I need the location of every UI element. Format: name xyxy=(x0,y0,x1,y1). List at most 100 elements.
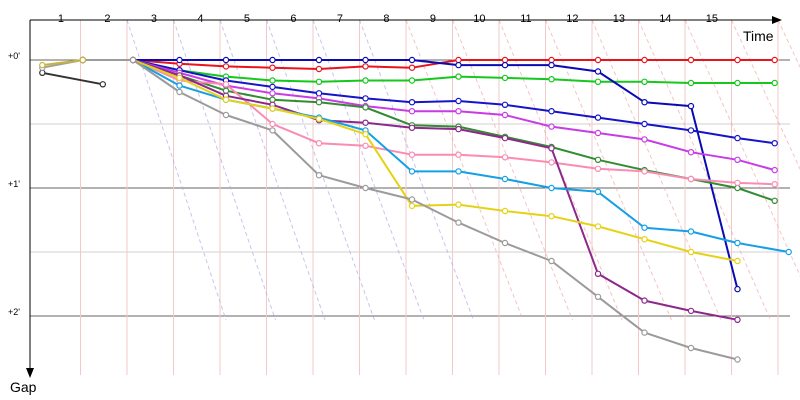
data-point xyxy=(687,307,695,315)
data-point xyxy=(548,75,555,83)
series-line xyxy=(39,56,87,69)
data-point xyxy=(315,56,323,64)
data-point xyxy=(548,184,555,192)
data-point xyxy=(176,74,183,82)
series-path xyxy=(82,59,775,172)
data-point xyxy=(455,219,462,226)
lap-label: 10 xyxy=(473,13,485,25)
data-point xyxy=(594,56,602,64)
data-point xyxy=(269,96,276,103)
lap-crossing-guide xyxy=(452,19,573,321)
data-point xyxy=(176,82,183,89)
data-point xyxy=(408,98,416,106)
gap-tick-label: +1' xyxy=(8,179,20,189)
data-point xyxy=(734,257,741,265)
lap-crossing-guide xyxy=(684,19,800,277)
data-point xyxy=(501,207,509,215)
data-point xyxy=(176,88,183,96)
data-point xyxy=(734,79,741,87)
data-point xyxy=(362,95,369,102)
data-point xyxy=(771,56,778,64)
data-point xyxy=(315,65,323,73)
data-point xyxy=(455,107,462,115)
data-point xyxy=(501,134,509,142)
data-point xyxy=(455,97,462,105)
gap-tick-label: +0' xyxy=(8,51,20,61)
data-point xyxy=(771,79,778,87)
data-point xyxy=(771,139,778,147)
gap-tick-label: +2' xyxy=(8,307,20,317)
series-path xyxy=(42,71,103,86)
series-line xyxy=(79,56,778,147)
data-point xyxy=(269,56,276,64)
series-line xyxy=(79,56,778,73)
data-point xyxy=(269,120,276,128)
lap-label: 5 xyxy=(244,13,250,25)
data-point xyxy=(408,124,416,132)
lap-crossing-guide xyxy=(777,19,800,68)
data-point xyxy=(408,56,416,64)
data-point xyxy=(362,142,369,149)
data-point xyxy=(687,127,695,134)
lap-label: 3 xyxy=(151,13,157,25)
series-line xyxy=(79,56,741,293)
data-point xyxy=(594,293,602,300)
y-axis-arrow xyxy=(26,368,34,378)
data-point xyxy=(548,159,555,166)
data-point xyxy=(408,196,416,203)
data-point xyxy=(269,64,276,71)
data-point xyxy=(408,107,416,115)
lap-label: 8 xyxy=(383,13,389,25)
series-line xyxy=(79,56,741,323)
data-point xyxy=(594,165,602,172)
data-point xyxy=(594,68,602,75)
data-point xyxy=(641,136,648,143)
data-point xyxy=(734,184,741,192)
data-point xyxy=(315,90,323,97)
x-axis-title: Time xyxy=(743,28,774,44)
data-point xyxy=(222,96,230,103)
data-point xyxy=(222,63,230,70)
driver-series xyxy=(39,56,792,363)
lap-label: 9 xyxy=(430,13,436,25)
data-point xyxy=(734,285,741,293)
data-point xyxy=(687,175,695,183)
series-path xyxy=(82,59,775,84)
data-point xyxy=(641,78,648,86)
data-point xyxy=(269,127,276,134)
data-point xyxy=(269,83,276,91)
data-point xyxy=(501,175,509,183)
series-line xyxy=(79,56,741,265)
lap-crossing-guide xyxy=(638,19,771,321)
data-point xyxy=(501,111,509,119)
data-point xyxy=(687,148,695,156)
lap-crossing-guide xyxy=(266,19,375,321)
data-point xyxy=(594,223,602,230)
data-point xyxy=(594,156,602,163)
data-point xyxy=(687,248,695,256)
lap-label: 11 xyxy=(520,13,531,25)
data-point xyxy=(548,56,555,64)
data-point xyxy=(548,61,555,69)
data-point xyxy=(129,56,137,64)
data-point xyxy=(641,297,648,304)
lap-label: 7 xyxy=(337,13,343,25)
data-point xyxy=(455,201,462,208)
data-point xyxy=(548,257,555,265)
data-point xyxy=(39,61,46,69)
data-point xyxy=(734,316,741,323)
data-point xyxy=(641,56,648,64)
data-point xyxy=(641,224,648,231)
data-point xyxy=(594,78,602,86)
lap-label: 12 xyxy=(566,13,578,25)
data-point xyxy=(362,130,369,138)
data-point xyxy=(269,77,276,84)
data-point xyxy=(687,102,695,110)
series-line xyxy=(39,69,107,88)
data-point xyxy=(548,212,555,220)
data-point xyxy=(455,168,462,175)
data-point xyxy=(455,61,462,69)
data-point xyxy=(408,202,416,210)
y-axis-title: Gap xyxy=(10,379,37,395)
